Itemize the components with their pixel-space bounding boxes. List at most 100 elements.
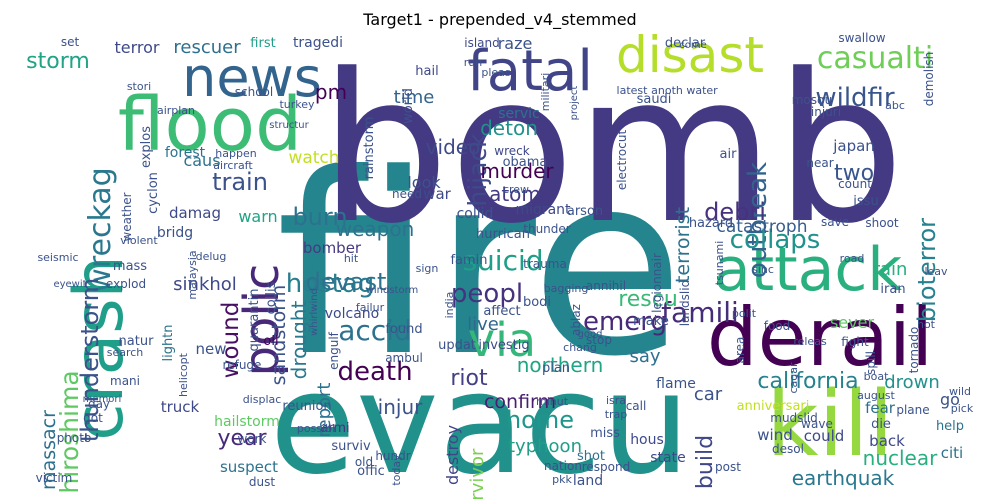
word-mosqu: mosqu	[792, 93, 833, 107]
word-reunion: reunion	[282, 399, 331, 414]
word-call: call	[626, 399, 647, 413]
word-swallow: swallow	[838, 31, 885, 45]
chart-title: Target1 - prepended_v4_stemmed	[363, 10, 637, 29]
word-fire: fire	[276, 120, 685, 411]
word-hit: hit	[344, 252, 359, 265]
word-peopl: peopl	[451, 279, 523, 309]
word-death: death	[337, 357, 412, 387]
word-terrorist: terrorist	[672, 207, 694, 283]
word-island: island	[464, 36, 500, 50]
word-video: video	[426, 135, 481, 159]
word-news: news	[182, 46, 322, 109]
word-die: die	[871, 417, 891, 432]
word-confirm: confirm	[484, 391, 556, 413]
word-airplan: airplan	[157, 104, 195, 117]
word-help: help	[936, 419, 964, 434]
word-hous: hous	[630, 432, 664, 448]
word-tornado: tornado	[907, 327, 921, 374]
word-famin: famin	[450, 253, 487, 268]
word-sign: sign	[416, 262, 439, 275]
word-survivor: survivor	[467, 448, 488, 500]
word-road: road	[840, 252, 865, 265]
word-near: near	[806, 156, 833, 170]
word-shot: shot	[577, 449, 605, 464]
word-attack: attack	[714, 235, 903, 305]
word-good: good	[578, 329, 603, 340]
word-weather: weather	[120, 192, 134, 241]
word-earthquak: earthquak	[792, 466, 895, 490]
word-hiroshima: hiroshima	[55, 370, 84, 493]
word-hijack: hijack	[463, 133, 492, 207]
word-found: found	[385, 322, 422, 337]
word-casualti: casualti	[817, 41, 933, 76]
word-hail: hail	[415, 64, 438, 79]
word-run: run	[464, 56, 482, 69]
word-area: area	[733, 337, 747, 364]
word-tragedi: tragedi	[293, 35, 343, 51]
word-injuri: injuri	[811, 105, 841, 119]
word-cagar: cagar	[787, 362, 800, 394]
word-kill: kill	[766, 372, 893, 477]
word-abc: abc	[885, 99, 905, 112]
word-murder: murder	[480, 159, 554, 183]
word-build: build	[693, 435, 718, 489]
word-hundr: hundr	[375, 449, 410, 463]
word-failur: failur	[356, 301, 385, 314]
word-california: california	[757, 369, 858, 394]
word-eyewit: eyewit	[53, 279, 86, 290]
word-trauma: trauma	[523, 257, 567, 271]
word-destroy: destroy	[443, 425, 462, 485]
word-militari: militari	[539, 73, 552, 112]
word-northern: northern	[517, 353, 604, 377]
word-collid: collid	[457, 206, 494, 222]
word-massacr: massacr	[38, 410, 60, 490]
word-need: need	[392, 187, 422, 201]
word-latest: latest	[617, 84, 649, 97]
word-come: come	[679, 40, 707, 51]
word-thunder: thunder	[523, 222, 571, 236]
word-rainstorm: rainstorm	[362, 117, 377, 180]
word-hurrican: hurrican	[476, 227, 530, 242]
word-old: old	[355, 455, 373, 469]
word-day: day	[88, 397, 110, 411]
word-bodi: bodi	[523, 295, 551, 310]
word-hostag: hostag	[286, 269, 375, 299]
word-ablaz: ablaz	[569, 304, 583, 336]
word-via: via	[468, 313, 536, 367]
word-air: air	[720, 147, 738, 162]
word-state: state	[650, 450, 685, 466]
word-damag: damag	[169, 204, 221, 222]
word-windstorm: windstorm	[366, 285, 419, 296]
word-plane: plane	[896, 403, 929, 417]
word-pm: pm	[315, 80, 347, 104]
word-legionnair: legionnair	[650, 253, 664, 313]
word-tsunami: tsunami	[713, 241, 726, 286]
word-warn: warn	[238, 207, 277, 226]
word-surviv: surviv	[331, 439, 371, 454]
word-natur: natur	[119, 334, 155, 349]
word-arson: arson	[567, 204, 603, 219]
word-victim: victim	[36, 471, 73, 485]
word-helicopt: helicopt	[177, 352, 190, 397]
word-isra: isra	[606, 394, 626, 407]
word-collis: collis	[264, 281, 279, 314]
word-issu: issu	[853, 194, 878, 209]
word-crew: crew	[503, 183, 529, 196]
word-atom: atom	[489, 182, 541, 206]
word-outbreak: outbreak	[743, 162, 773, 278]
word-weapon: weapon	[336, 217, 415, 241]
word-catastroph: catastroph	[717, 217, 808, 237]
word-work: work	[237, 432, 266, 446]
word-riot: riot	[450, 366, 488, 391]
word-collaps: collaps	[730, 225, 821, 255]
word-today: today	[390, 454, 403, 486]
word-nation: nation	[544, 459, 582, 473]
word-saudi: saudi	[637, 92, 672, 107]
word-malaysia: malaysia	[186, 250, 199, 299]
word-annihil: annihil	[586, 279, 626, 293]
word-hailstorm: hailstorm	[214, 414, 280, 430]
word-live: live	[467, 314, 499, 335]
word-thunderstorm: thunderstorm	[76, 278, 104, 442]
word-raze: raze	[498, 34, 533, 53]
word-deton: deton	[480, 116, 538, 140]
